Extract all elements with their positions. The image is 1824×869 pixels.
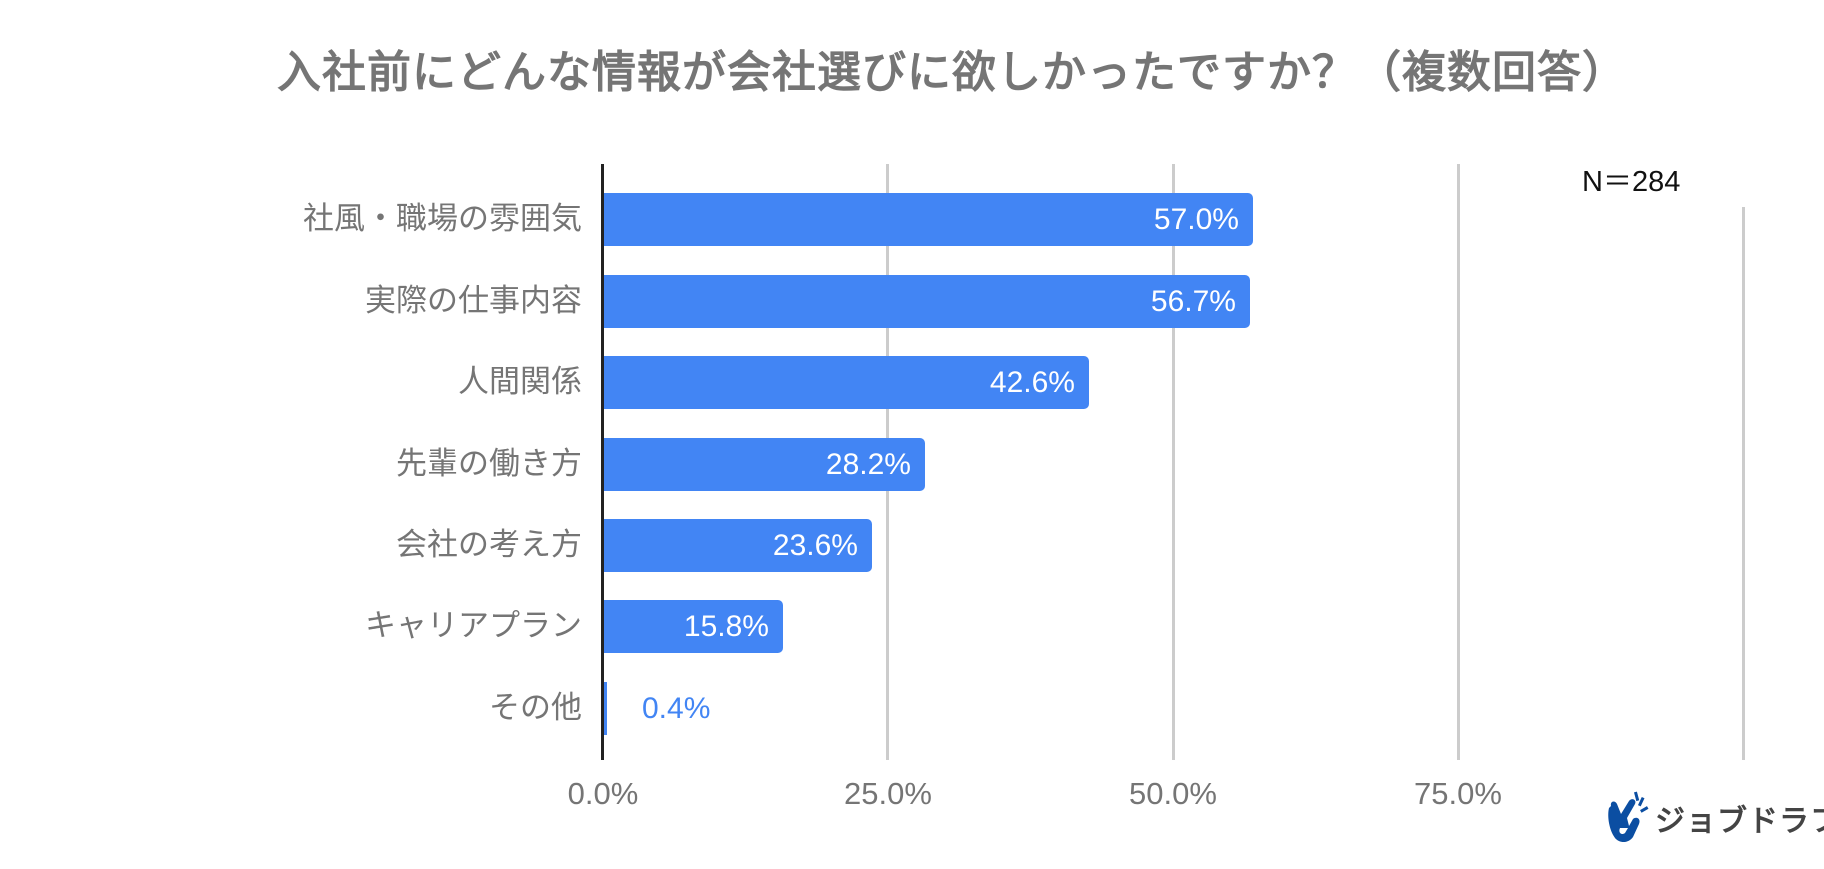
bar-career-plan: 15.8% [603, 600, 783, 653]
bar-senpai-hatarakikata: 28.2% [603, 438, 925, 491]
gridline-50 [1172, 164, 1175, 760]
brand-logo: ジョブドラフト [1605, 790, 1824, 846]
brand-logo-text: ジョブドラフト [1655, 804, 1824, 839]
y-axis-line [601, 164, 604, 760]
sample-size-label: N＝284 [1582, 166, 1681, 198]
x-tick-label: 25.0% [844, 776, 932, 811]
chart-title: 入社前にどんな情報が会社選びに欲しかったですか？（複数回答） [277, 47, 1627, 98]
x-tick-label: 50.0% [1129, 776, 1217, 811]
x-tick-label: 75.0% [1414, 776, 1502, 811]
bar-shigoto-naiyo: 56.7% [603, 275, 1250, 328]
category-label: 人間関係 [458, 364, 582, 400]
x-tick-label: 0.0% [567, 776, 639, 811]
bar-value-label: 0.4% [642, 692, 711, 725]
bar-value-label: 28.2% [825, 448, 911, 481]
category-label: 社風・職場の雰囲気 [303, 201, 582, 237]
category-label: キャリアプラン [365, 608, 582, 644]
bar-value-label: 57.0% [1153, 203, 1239, 236]
hand-snap-icon [1605, 788, 1651, 848]
bar-kaisha-kangaekata: 23.6% [603, 519, 872, 572]
bar-value-label: 56.7% [1150, 285, 1236, 318]
bar-value-label: 15.8% [683, 610, 769, 643]
gridline-75 [1457, 164, 1460, 760]
bar-value-label: 42.6% [989, 366, 1075, 399]
bar-value-label: 23.6% [772, 529, 858, 562]
bar-ningen-kankei: 42.6% [603, 356, 1089, 409]
gridline-100 [1742, 207, 1745, 760]
category-label: 実際の仕事内容 [365, 283, 582, 319]
category-label: 会社の考え方 [396, 527, 582, 563]
bar-shafu: 57.0% [603, 193, 1253, 246]
bar-sonota: 0.4% [603, 682, 710, 735]
category-label: 先輩の働き方 [396, 446, 582, 482]
category-label: その他 [489, 690, 582, 726]
